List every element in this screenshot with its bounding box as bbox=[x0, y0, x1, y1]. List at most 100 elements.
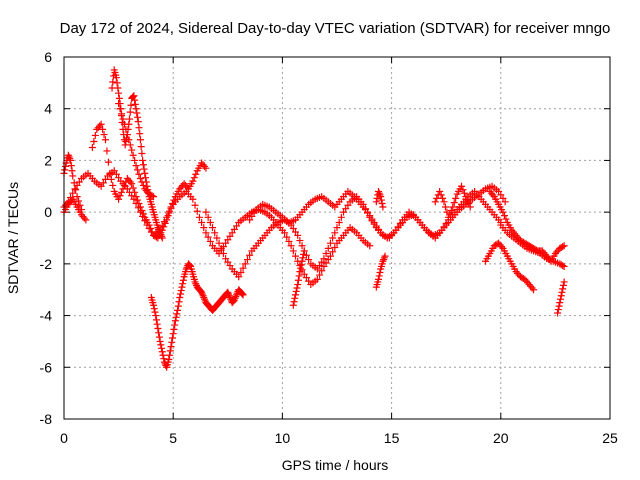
data-point bbox=[136, 130, 144, 138]
data-point bbox=[158, 348, 166, 356]
data-point bbox=[127, 101, 135, 109]
data-point bbox=[436, 187, 444, 195]
x-tick-label: 15 bbox=[384, 430, 400, 446]
data-point bbox=[67, 156, 75, 164]
data-point bbox=[289, 247, 297, 255]
data-point bbox=[119, 185, 127, 193]
data-point bbox=[556, 295, 564, 303]
data-point bbox=[107, 175, 115, 183]
x-tick-label: 10 bbox=[275, 430, 291, 446]
data-point bbox=[206, 237, 214, 245]
data-point bbox=[118, 110, 126, 118]
data-point bbox=[232, 293, 240, 301]
data-point bbox=[193, 207, 201, 215]
data-point bbox=[431, 198, 439, 206]
data-point bbox=[140, 165, 148, 173]
data-point bbox=[167, 343, 175, 351]
data-point bbox=[298, 257, 306, 265]
data-point bbox=[296, 237, 304, 245]
data-point bbox=[126, 115, 134, 123]
data-point bbox=[294, 281, 302, 289]
data-point bbox=[179, 280, 187, 288]
x-tick-label: 20 bbox=[493, 430, 509, 446]
data-point bbox=[293, 284, 301, 292]
series-track-16 bbox=[497, 221, 568, 270]
data-point bbox=[163, 216, 171, 224]
data-point bbox=[136, 203, 144, 211]
data-point bbox=[204, 213, 212, 221]
data-point bbox=[281, 229, 289, 237]
y-tick-label: 2 bbox=[44, 152, 52, 168]
data-point bbox=[192, 280, 200, 288]
data-point bbox=[200, 293, 208, 301]
data-point bbox=[157, 231, 165, 239]
series-track-8 bbox=[202, 187, 505, 281]
data-point bbox=[137, 143, 145, 151]
data-point bbox=[116, 192, 124, 200]
data-point bbox=[166, 207, 174, 215]
data-point bbox=[465, 200, 473, 208]
series-track-14 bbox=[482, 239, 538, 294]
data-point bbox=[158, 344, 166, 352]
data-point bbox=[326, 239, 334, 247]
data-point bbox=[118, 188, 126, 196]
data-point bbox=[123, 131, 131, 139]
data-point bbox=[333, 224, 341, 232]
data-point bbox=[189, 177, 197, 185]
y-tick-label: 6 bbox=[44, 49, 52, 65]
data-point bbox=[152, 316, 160, 324]
data-point bbox=[176, 290, 184, 298]
data-point bbox=[379, 257, 387, 265]
series-track-17 bbox=[554, 278, 568, 317]
data-point bbox=[460, 189, 468, 197]
data-point bbox=[559, 285, 567, 293]
data-point bbox=[128, 146, 136, 154]
data-point bbox=[559, 262, 567, 270]
data-point bbox=[141, 169, 149, 177]
data-point bbox=[243, 256, 251, 264]
data-point bbox=[135, 200, 143, 208]
data-point bbox=[380, 254, 388, 262]
data-point bbox=[372, 198, 380, 206]
data-point bbox=[292, 291, 300, 299]
data-point bbox=[70, 179, 78, 187]
data-point bbox=[114, 84, 122, 92]
data-point bbox=[150, 305, 158, 313]
data-point bbox=[198, 288, 206, 296]
data-point bbox=[131, 100, 139, 108]
y-tick-label: -8 bbox=[40, 411, 53, 427]
y-tick-label: -6 bbox=[40, 359, 53, 375]
data-point bbox=[131, 156, 139, 164]
data-point bbox=[168, 334, 176, 342]
data-point bbox=[186, 262, 194, 270]
data-point bbox=[226, 293, 234, 301]
data-point bbox=[298, 242, 306, 250]
data-point bbox=[498, 243, 506, 251]
data-point bbox=[230, 296, 238, 304]
data-point bbox=[132, 162, 140, 170]
data-point bbox=[501, 198, 509, 206]
data-point bbox=[560, 262, 568, 270]
data-point bbox=[174, 306, 182, 314]
data-point bbox=[115, 100, 123, 108]
data-point bbox=[131, 188, 139, 196]
data-point bbox=[202, 229, 210, 237]
data-point bbox=[331, 229, 339, 237]
x-tick-label: 5 bbox=[169, 430, 177, 446]
data-point bbox=[150, 193, 158, 201]
data-point bbox=[125, 136, 133, 144]
data-point bbox=[559, 243, 567, 251]
data-point bbox=[122, 125, 130, 133]
data-point bbox=[134, 166, 142, 174]
data-point bbox=[167, 203, 175, 211]
data-point bbox=[239, 264, 247, 272]
data-layer bbox=[60, 66, 568, 371]
data-point bbox=[313, 275, 321, 283]
data-point bbox=[170, 196, 178, 204]
data-point bbox=[219, 250, 227, 258]
data-point bbox=[198, 218, 206, 226]
data-point bbox=[106, 169, 114, 177]
data-point bbox=[68, 167, 76, 175]
data-point bbox=[109, 78, 117, 86]
